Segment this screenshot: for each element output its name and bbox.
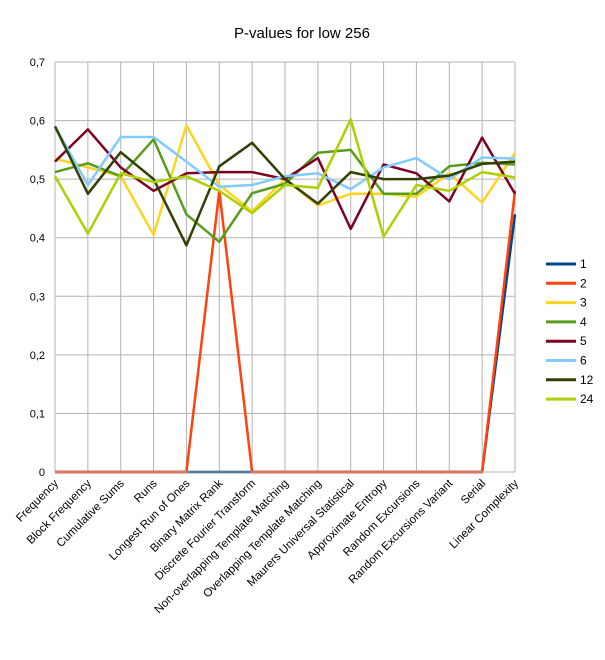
- series-line-6: [53, 125, 516, 191]
- legend-label: 4: [580, 315, 587, 329]
- y-axis-ticks: 0 0,1 0,2 0,3 0,4 0,5 0,6 0,7: [30, 57, 45, 479]
- legend-label: 3: [580, 296, 587, 310]
- y-tick-label: 0,3: [30, 291, 45, 303]
- series-line-12: [53, 125, 516, 247]
- y-tick-label: 0,1: [30, 408, 45, 420]
- x-tick-label: Overlapping Template Matching: [201, 478, 324, 601]
- y-tick-label: 0,5: [30, 174, 45, 186]
- legend-label: 5: [580, 334, 587, 348]
- y-tick-label: 0,7: [30, 57, 45, 69]
- y-tick-label: 0,2: [30, 350, 45, 362]
- gridlines: [54, 61, 516, 473]
- legend-label: 12: [580, 373, 594, 387]
- y-tick-label: 0,4: [30, 233, 45, 245]
- x-tick-label: Serial: [459, 478, 488, 507]
- legend-label: 1: [580, 257, 587, 271]
- x-tick-label: Runs: [132, 477, 160, 505]
- chart-title: P-values for low 256: [234, 25, 370, 42]
- legend-label: 2: [580, 276, 587, 290]
- legend-label: 24: [580, 392, 594, 406]
- series-line-24: [53, 118, 516, 238]
- legend-label: 6: [580, 354, 587, 368]
- y-tick-label: 0,6: [30, 116, 45, 128]
- y-tick-label: 0: [39, 467, 45, 479]
